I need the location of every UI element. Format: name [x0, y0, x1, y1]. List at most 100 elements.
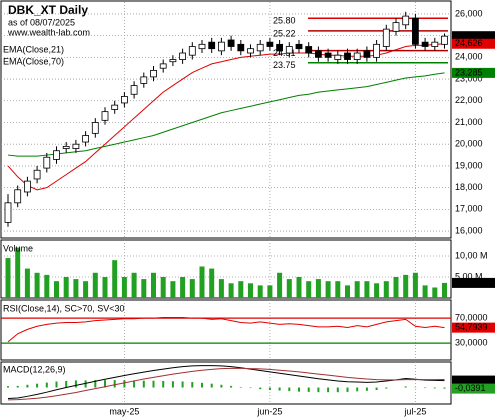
candle-body [121, 96, 128, 104]
candle-body [305, 46, 313, 54]
histogram-bar [162, 380, 165, 388]
histogram-bar [65, 380, 68, 388]
ema-line [7, 43, 445, 191]
volume-bar [170, 281, 176, 298]
value-label-box [452, 277, 495, 288]
candle-body [62, 145, 70, 149]
candle-body [266, 41, 274, 47]
y-tick-label: 21,000 [455, 117, 483, 127]
candle-body [431, 41, 439, 47]
candle-body [140, 76, 148, 84]
volume-bar [432, 287, 438, 298]
candle-body [91, 122, 99, 134]
candle-body [411, 17, 419, 45]
histogram-bar [152, 380, 155, 388]
site: www.wealth-lab.com [7, 27, 90, 37]
ema-line [7, 72, 445, 157]
volume-bar [374, 283, 380, 298]
legend-entry: EMA(Close,21) [3, 44, 64, 54]
candle-body [324, 52, 332, 58]
histogram-bar [336, 387, 339, 393]
level-label: 25.22 [273, 28, 296, 38]
candle-body [373, 43, 381, 58]
value-label: -0,0391 [455, 383, 486, 393]
candle-body [179, 52, 187, 60]
candle-body [247, 48, 254, 54]
candle-body [23, 180, 31, 193]
histogram-bar [36, 383, 39, 388]
candle-body [402, 15, 410, 26]
histogram-bar [375, 387, 378, 390]
candle-body [276, 43, 284, 52]
volume-bar [403, 274, 409, 298]
histogram-bar [104, 380, 106, 388]
y-tick-label: 18,000 [455, 182, 483, 192]
volume-panel [0, 239, 452, 299]
volume-bar [131, 272, 137, 298]
histogram-bar [133, 380, 136, 388]
y-tick-label: 10,00 M [455, 250, 488, 260]
histogram-bar [230, 385, 233, 388]
subtitle: as of 08/07/2025 [8, 17, 75, 27]
histogram-bar [210, 383, 213, 388]
y-tick-label: 19,000 [455, 160, 483, 170]
candle-body [256, 43, 264, 52]
candle-body [188, 46, 196, 56]
volume-bar [248, 283, 253, 298]
candle-body [150, 69, 157, 78]
y-tick-label: 5,00 M [455, 271, 483, 281]
level-label: 25.80 [273, 16, 296, 26]
histogram-bar [259, 387, 262, 390]
candle-body [43, 156, 51, 169]
histogram-bar [142, 380, 145, 388]
volume-bar [286, 279, 292, 298]
candle-body [111, 104, 119, 110]
volume-bar [296, 276, 302, 298]
histogram-bar [171, 381, 174, 388]
candle-body [441, 35, 448, 45]
volume-bar [315, 279, 321, 298]
value-label: 0,2528 [455, 375, 483, 385]
candle-body [285, 46, 293, 54]
volume-bar [335, 281, 341, 298]
histogram-bar [26, 384, 29, 388]
candle-body [382, 28, 390, 47]
y-tick-label: 22,000 [455, 95, 483, 105]
level-label: 23.75 [273, 60, 296, 70]
histogram-bar [84, 380, 87, 388]
panel-title: MACD(12,26,9) [3, 364, 66, 374]
panel-title: RSI(Close,14), SC>70, SV<30 [3, 303, 125, 313]
volume-bar [34, 272, 40, 298]
histogram-bar [220, 384, 223, 388]
legend-entry: EMA(Close,70) [3, 56, 64, 66]
candle-body [72, 143, 80, 149]
histogram-bar [268, 387, 271, 390]
candle-body [33, 169, 41, 180]
volume-bar [54, 281, 59, 298]
volume-bar [209, 268, 215, 298]
candle-body [227, 39, 235, 47]
volume-bar [412, 272, 418, 298]
volume-bar [257, 285, 263, 298]
histogram-bar [181, 381, 184, 388]
volume-bar [24, 268, 30, 298]
value-label-box [452, 67, 495, 78]
volume-bar [102, 276, 108, 298]
candle-body [217, 41, 225, 52]
histogram-bar [74, 380, 77, 388]
macd-panel [0, 361, 452, 405]
histogram-bar [307, 387, 310, 392]
histogram-bar [278, 387, 281, 391]
histogram-bar [365, 387, 368, 391]
candle-body [4, 202, 12, 223]
histogram-bar [385, 387, 388, 389]
value-label-box [452, 38, 495, 49]
volume-bar [189, 279, 195, 298]
value-label-box [452, 31, 495, 42]
histogram-bar [356, 387, 359, 392]
candle-body [14, 189, 22, 204]
y-tick-label: 26,000 [455, 8, 483, 18]
histogram-bar [298, 387, 300, 392]
